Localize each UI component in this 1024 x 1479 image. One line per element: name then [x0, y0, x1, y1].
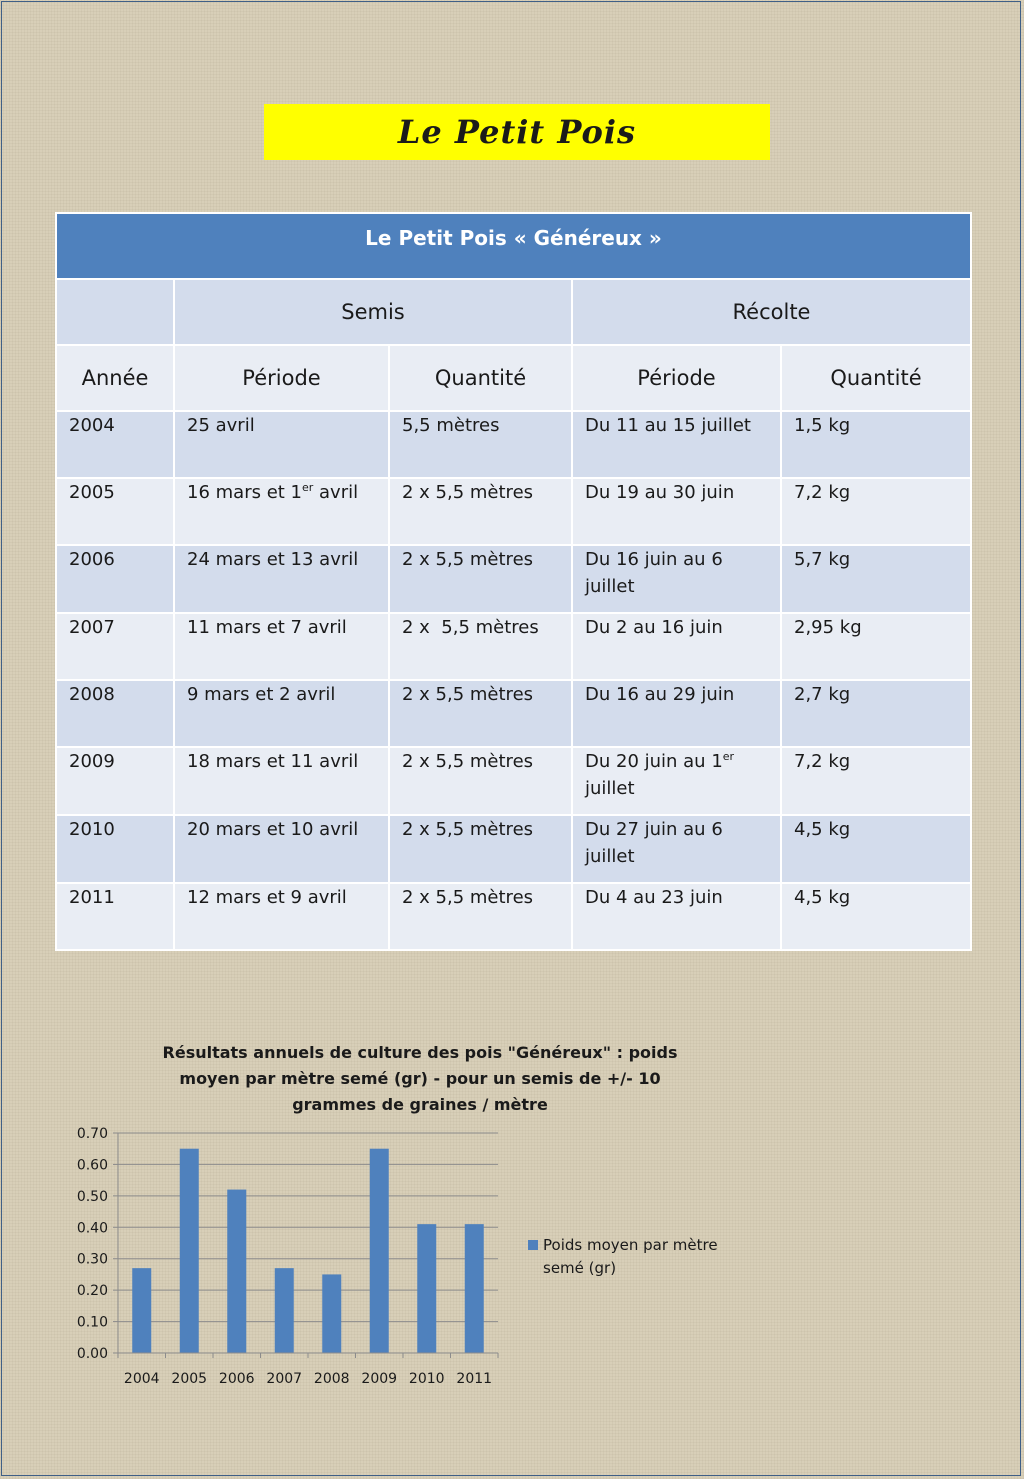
sow-period-text-end: avril [313, 482, 359, 503]
table-row: 2009 18 mars et 11 avril 2 x 5,5 mètres … [55, 746, 973, 816]
chart-title: Résultats annuels de culture des pois "G… [162, 1043, 678, 1114]
year-cell: 2010 [55, 814, 175, 884]
harvest-period-cell: Du 2 au 16 juin [571, 612, 782, 681]
column-header-sow-quantity: Quantité [388, 344, 573, 412]
column-header-year: Année [55, 344, 175, 412]
legend-swatch [528, 1240, 538, 1250]
x-tick-label: 2008 [314, 1371, 350, 1387]
x-tick-label: 2005 [171, 1371, 207, 1387]
table-row: 2006 24 mars et 13 avril 2 x 5,5 mètres … [55, 544, 973, 614]
y-tick-label: 0.20 [77, 1283, 108, 1299]
page-title-banner: Le Petit Pois [264, 104, 770, 160]
harvest-quantity-cell: 5,7 kg [779, 544, 973, 614]
table-row: 2011 12 mars et 9 avril 2 x 5,5 mètres D… [55, 882, 973, 951]
sow-quantity-cell: 2 x 5,5 mètres [388, 544, 573, 614]
group-header-recolte: Récolte [570, 278, 973, 346]
sow-period-cell: 24 mars et 13 avril [173, 544, 390, 614]
sow-quantity-cell: 2 x 5,5 mètres [388, 679, 573, 748]
sow-quantity-cell: 2 x 5,5 mètres [388, 814, 573, 884]
year-cell: 2004 [55, 410, 175, 479]
x-tick-label: 2009 [361, 1371, 397, 1387]
sow-period-cell: 9 mars et 2 avril [173, 679, 390, 748]
harvest-period-text: Du 20 juin au 1 [585, 751, 723, 772]
sow-period-cell: 25 avril [173, 410, 390, 479]
bar [274, 1268, 294, 1353]
ordinal-suffix: er [722, 750, 735, 763]
harvest-table: Le Petit Pois « Généreux » Semis Récolte… [54, 212, 973, 951]
harvest-period-cell: Du 4 au 23 juin [571, 882, 782, 951]
sow-period-text: 16 mars et 1 [187, 482, 302, 503]
sow-period-cell: 12 mars et 9 avril [173, 882, 390, 951]
harvest-quantity-cell: 7,2 kg [779, 746, 973, 816]
group-header-semis: Semis [173, 278, 573, 346]
column-header-harvest-quantity: Quantité [779, 344, 973, 412]
x-tick-label: 2010 [409, 1371, 445, 1387]
harvest-quantity-cell: 4,5 kg [779, 882, 973, 951]
chart-legend: Poids moyen par mètre semé (gr) [528, 1234, 748, 1280]
table-caption: Le Petit Pois « Généreux » [54, 212, 973, 280]
harvest-period-text-end: juillet [585, 778, 635, 799]
harvest-period-cell: Du 16 au 29 juin [571, 679, 782, 748]
bar [464, 1224, 484, 1353]
bar-chart: 0.00 0.10 0.20 0.30 0.40 0.50 0.60 0.70 2004 2005… [77, 1126, 499, 1387]
sow-period-cell: 16 mars et 1er avril [173, 477, 390, 546]
table-row: 2007 11 mars et 7 avril 2 x 5,5 mètres D… [55, 612, 973, 681]
table-row: 2004 25 avril 5,5 mètres Du 11 au 15 jui… [55, 410, 973, 479]
harvest-period-cell: Du 16 juin au 6 juillet [571, 544, 782, 614]
y-tick-label: 0.10 [77, 1315, 108, 1331]
bar [322, 1274, 342, 1353]
year-cell: 2008 [55, 679, 175, 748]
y-tick-label: 0.30 [77, 1252, 108, 1268]
empty-header-cell [55, 278, 175, 346]
bar [179, 1148, 199, 1353]
harvest-period-cell: Du 20 juin au 1er juillet [571, 746, 782, 816]
ordinal-suffix: er [302, 481, 314, 494]
sow-quantity-cell: 2 x 5,5 mètres [388, 477, 573, 546]
sow-period-cell: 18 mars et 11 avril [173, 746, 390, 816]
y-tick-label: 0.40 [77, 1220, 108, 1236]
year-cell: 2009 [55, 746, 175, 816]
sow-period-cell: 20 mars et 10 avril [173, 814, 390, 884]
y-tick-label: 0.00 [77, 1346, 108, 1362]
harvest-period-cell: Du 11 au 15 juillet [571, 410, 782, 479]
bar [417, 1224, 437, 1353]
year-cell: 2006 [55, 544, 175, 614]
chart-container: Résultats annuels de culture des pois "G… [60, 1040, 780, 1400]
year-cell: 2007 [55, 612, 175, 681]
bar [369, 1148, 389, 1353]
harvest-quantity-cell: 2,95 kg [779, 612, 973, 681]
harvest-quantity-cell: 1,5 kg [779, 410, 973, 479]
bar [227, 1189, 247, 1353]
sow-period-cell: 11 mars et 7 avril [173, 612, 390, 681]
harvest-quantity-cell: 7,2 kg [779, 477, 973, 546]
year-cell: 2011 [55, 882, 175, 951]
harvest-period-cell: Du 27 juin au 6 juillet [571, 814, 782, 884]
legend-label: Poids moyen par mètre semé (gr) [543, 1236, 718, 1277]
sow-quantity-cell: 2 x 5,5 mètres [388, 882, 573, 951]
table-row: 2005 16 mars et 1er avril 2 x 5,5 mètres… [55, 477, 973, 546]
sow-quantity-cell: 5,5 mètres [388, 410, 573, 479]
harvest-quantity-cell: 4,5 kg [779, 814, 973, 884]
x-tick-label: 2007 [266, 1371, 302, 1387]
column-header-harvest-period: Période [571, 344, 782, 412]
harvest-period-cell: Du 19 au 30 juin [571, 477, 782, 546]
harvest-quantity-cell: 2,7 kg [779, 679, 973, 748]
table-row: 2010 20 mars et 10 avril 2 x 5,5 mètres … [55, 814, 973, 884]
bar [132, 1268, 152, 1353]
page-title: Le Petit Pois [397, 113, 637, 151]
y-tick-label: 0.70 [77, 1126, 108, 1142]
table-row: 2008 9 mars et 2 avril 2 x 5,5 mètres Du… [55, 679, 973, 748]
x-tick-label: 2006 [219, 1371, 255, 1387]
y-tick-label: 0.50 [77, 1189, 108, 1205]
sow-quantity-cell: 2 x 5,5 mètres [388, 612, 573, 681]
year-cell: 2005 [55, 477, 175, 546]
sow-quantity-cell: 2 x 5,5 mètres [388, 746, 573, 816]
x-tick-label: 2011 [456, 1371, 492, 1387]
column-header-sow-period: Période [173, 344, 390, 412]
x-tick-label: 2004 [124, 1371, 160, 1387]
y-tick-label: 0.60 [77, 1157, 108, 1173]
